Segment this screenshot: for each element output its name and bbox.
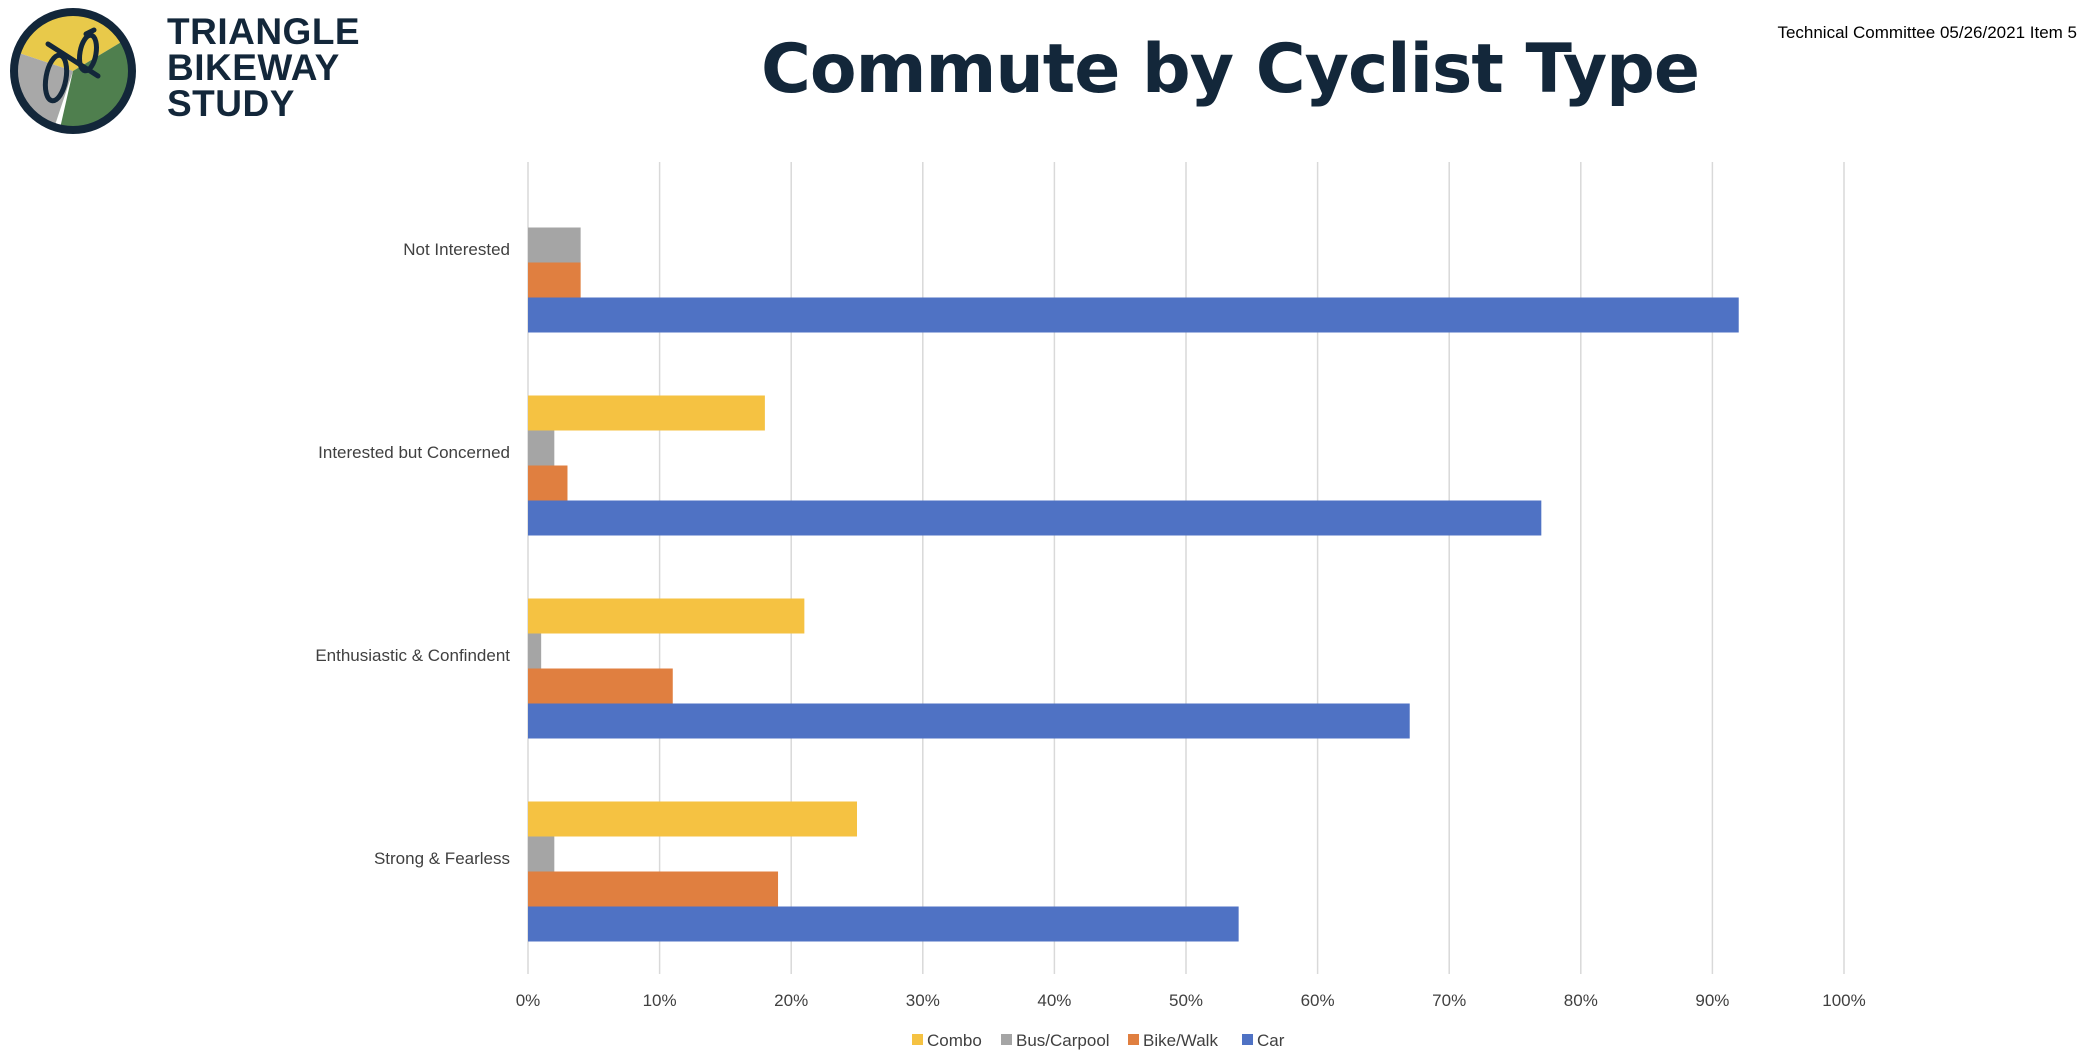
x-tick-label: 30% <box>906 991 940 1010</box>
header-note: Technical Committee 05/26/2021 Item 5 <box>1777 23 2077 42</box>
bar-car <box>528 906 1239 942</box>
legend-swatch <box>912 1034 923 1045</box>
legend-label: Car <box>1257 1031 1285 1050</box>
logo-line: BIKEWAY <box>167 47 340 88</box>
logo-wordmark: TRIANGLE BIKEWAY STUDY <box>167 11 361 124</box>
logo-yellow-segment <box>17 15 129 71</box>
x-tick-label: 70% <box>1432 991 1466 1010</box>
bar-combo <box>528 801 857 837</box>
bar-bus-carpool <box>528 836 555 872</box>
bicycle-icon <box>42 27 101 104</box>
page-title: Commute by Cyclist Type <box>761 30 1700 109</box>
x-tick-label: 10% <box>643 991 677 1010</box>
x-tick-label: 60% <box>1301 991 1335 1010</box>
bar-combo <box>528 598 805 634</box>
x-tick-label: 0% <box>516 991 541 1010</box>
legend-label: Bike/Walk <box>1143 1031 1218 1050</box>
category-label: Not Interested <box>403 240 510 259</box>
legend-swatch <box>1128 1034 1139 1045</box>
category-label: Interested but Concerned <box>318 443 510 462</box>
bar-car <box>528 297 1739 333</box>
x-tick-label: 20% <box>774 991 808 1010</box>
bar-bike-walk <box>528 668 673 704</box>
x-tick-label: 80% <box>1564 991 1598 1010</box>
legend-label: Combo <box>927 1031 982 1050</box>
x-tick-label: 50% <box>1169 991 1203 1010</box>
bar-car <box>528 703 1410 739</box>
x-tick-label: 40% <box>1037 991 1071 1010</box>
bar-bus-carpool <box>528 430 555 466</box>
x-tick-label: 90% <box>1695 991 1729 1010</box>
bar-bus-carpool <box>528 633 542 669</box>
logo-line: STUDY <box>167 83 295 124</box>
bar-bike-walk <box>528 871 779 907</box>
category-label: Enthusiastic & Confindent <box>315 646 510 665</box>
bar-bus-carpool <box>528 227 581 263</box>
x-tick-label: 100% <box>1822 991 1865 1010</box>
legend-label: Bus/Carpool <box>1016 1031 1110 1050</box>
legend-swatch <box>1001 1034 1012 1045</box>
bar-bike-walk <box>528 262 581 298</box>
logo-gray-segment <box>17 46 73 127</box>
category-label: Strong & Fearless <box>374 849 510 868</box>
bar-bike-walk <box>528 465 568 501</box>
logo-line: TRIANGLE <box>167 11 361 52</box>
logo-emblem <box>10 8 136 134</box>
bar-car <box>528 500 1542 536</box>
legend-swatch <box>1242 1034 1253 1045</box>
bar-combo <box>528 395 765 431</box>
